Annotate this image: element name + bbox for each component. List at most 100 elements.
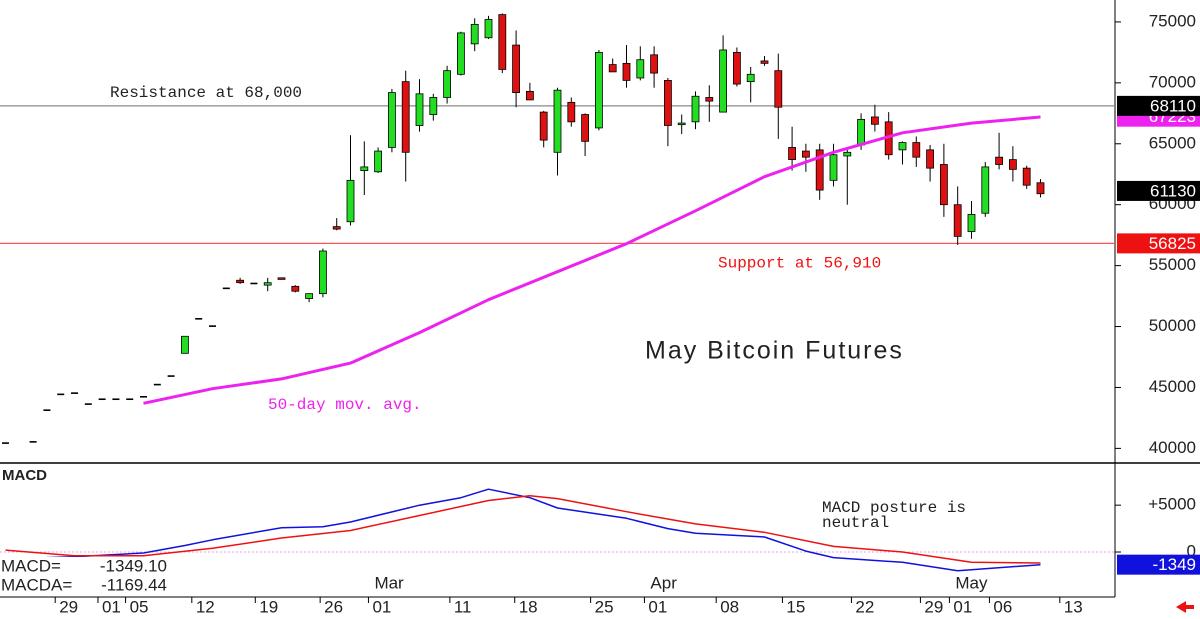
candle-body [167, 375, 175, 377]
candle-body [209, 325, 217, 327]
x-tick-label: 12 [196, 597, 215, 616]
candle-body [746, 73, 755, 83]
candle-body [57, 393, 65, 396]
candle-body [401, 81, 410, 153]
candle-body [581, 114, 589, 142]
candle-body [374, 150, 383, 173]
candle-body [470, 23, 479, 45]
series-line [46, 488, 1041, 572]
candle-body [71, 392, 79, 394]
candle-body [250, 282, 258, 285]
candle-body [2, 442, 10, 444]
x-tick-label: 01 [372, 597, 391, 616]
y-tick-label: 75000 [1149, 11, 1196, 30]
y-tick-label: 65000 [1149, 133, 1196, 152]
candle-body [153, 383, 161, 386]
price-box [1117, 233, 1200, 254]
candle-body [319, 250, 327, 295]
price-box-label: 68110 [1150, 96, 1196, 115]
chart-title: May Bitcoin Futures [645, 337, 904, 365]
legend-value: -1169.44 [101, 575, 167, 594]
macd-annotation: neutral [822, 514, 889, 532]
month-label: Apr [650, 573, 677, 592]
x-tick-label: 18 [519, 597, 538, 616]
y-tick-label: 45000 [1149, 377, 1196, 396]
x-tick-label: 01 [648, 597, 667, 616]
x-tick-label: 13 [1064, 597, 1083, 616]
legend-name: MACD= [1, 556, 61, 575]
x-tick-label: 05 [130, 597, 149, 616]
candle-body [870, 116, 879, 125]
candle-body [484, 19, 493, 39]
y-tick-label: +5000 [1148, 495, 1196, 514]
candle-body [443, 70, 452, 98]
candle-body [760, 60, 769, 64]
candle-body [43, 409, 51, 411]
candle-body [926, 149, 934, 169]
price-box-label: -1349 [1153, 555, 1196, 574]
candle-body [774, 70, 783, 108]
candle-body [388, 92, 396, 148]
candle-body [898, 142, 907, 151]
candle-body [677, 122, 686, 126]
candle-body [719, 49, 727, 113]
candle-body [829, 154, 838, 181]
candle-body [457, 32, 465, 75]
candle-body [650, 54, 658, 74]
candle-body [539, 111, 548, 141]
x-tick-label: 11 [454, 597, 472, 616]
x-tick-label: 19 [259, 597, 278, 616]
candle-body [691, 95, 700, 123]
candle-body [126, 398, 134, 401]
level-label: Support at 56,910 [718, 255, 881, 273]
candle-body [553, 89, 562, 153]
x-tick-label: 08 [720, 597, 739, 616]
candle-body [939, 164, 948, 206]
y-tick-label: 50000 [1149, 316, 1196, 335]
candle-body [981, 166, 990, 214]
y-tick-label: 70000 [1149, 72, 1196, 91]
x-tick-label: 29 [924, 597, 943, 616]
candle-body [857, 119, 865, 146]
legend-name: MACDA= [1, 575, 72, 594]
candle-body [360, 166, 369, 171]
x-tick-label: 29 [59, 597, 78, 616]
candle-body [236, 279, 245, 284]
candle-body [498, 14, 507, 70]
candle-body [263, 282, 272, 286]
price-box [1117, 554, 1200, 575]
candle-body [195, 318, 203, 320]
candle-body [222, 287, 230, 290]
level-label: Resistance at 68,000 [110, 84, 302, 102]
price-box [1117, 95, 1200, 116]
candle-body [843, 151, 852, 157]
candle-body [608, 64, 617, 73]
candle-body [636, 59, 645, 79]
x-tick-label: 25 [595, 597, 614, 616]
x-tick-label: 06 [993, 597, 1012, 616]
candle-body [346, 179, 355, 223]
candle-body [705, 97, 714, 102]
macd-title: MACD [2, 467, 47, 484]
price-box-label: 61130 [1150, 181, 1196, 200]
series-line [5, 495, 1041, 564]
candle-body [512, 44, 521, 93]
ma-label: 50-day mov. avg. [268, 396, 422, 414]
price-box-label: 56825 [1149, 234, 1196, 253]
legend-value: -1349.10 [100, 556, 167, 575]
month-label: Mar [374, 573, 404, 592]
candle-body [801, 150, 810, 158]
x-tick-label: 26 [324, 597, 343, 616]
candle-body [594, 51, 603, 129]
candle-body [415, 93, 424, 126]
x-tick-label: 22 [855, 597, 874, 616]
candle-body [732, 51, 741, 85]
candle-body [788, 147, 796, 161]
candle-body [567, 101, 576, 123]
candle-body [277, 277, 286, 280]
candle-body [98, 398, 106, 401]
macd-annotation: MACD posture is [822, 499, 966, 517]
month-label: May [955, 573, 988, 592]
y-tick-label: 40000 [1149, 438, 1196, 457]
